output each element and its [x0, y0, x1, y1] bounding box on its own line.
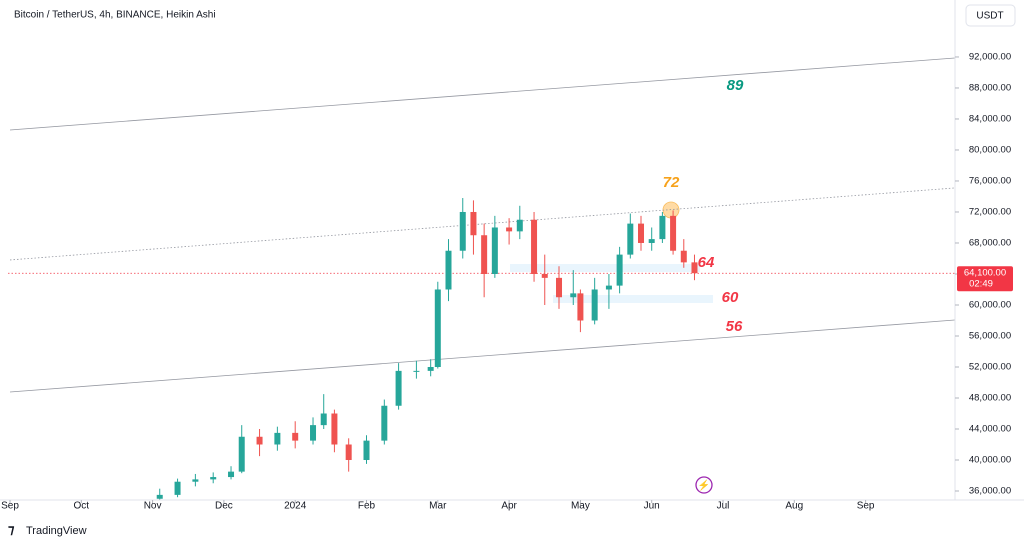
- candle-body: [238, 436, 245, 472]
- candle-body: [174, 481, 181, 495]
- countdown: 02:49: [969, 279, 993, 290]
- x-tick-label: Dec: [215, 501, 233, 512]
- candle-body: [395, 370, 402, 406]
- y-tick-label: 88,000.00: [969, 82, 1011, 93]
- candle-body: [256, 436, 263, 445]
- candle-body: [491, 227, 498, 274]
- x-tick-label: Aug: [785, 501, 803, 512]
- candle-body: [691, 262, 698, 274]
- annotation: 56: [726, 318, 743, 335]
- candle-body: [506, 227, 513, 232]
- candle-body: [638, 223, 645, 243]
- candle-body: [459, 211, 466, 251]
- trendline: [9, 187, 955, 261]
- candle-body: [320, 413, 327, 426]
- candle-body: [434, 289, 441, 367]
- candle-body: [577, 293, 584, 321]
- candle-body: [310, 425, 317, 441]
- chart-title: Bitcoin / TetherUS, 4h, BINANCE, Heikin …: [14, 10, 216, 21]
- candle-body: [605, 285, 612, 290]
- x-tick-label: Mar: [429, 501, 447, 512]
- x-tick-label: Sep: [1, 501, 19, 512]
- y-tick-label: 48,000.00: [969, 393, 1011, 404]
- candle-body: [331, 413, 338, 445]
- x-tick-label: Jul: [717, 501, 730, 512]
- candle-body: [192, 479, 199, 482]
- event-icon[interactable]: [695, 476, 713, 494]
- x-tick-label: Sep: [857, 501, 875, 512]
- y-tick-label: 80,000.00: [969, 144, 1011, 155]
- last-price-label: 64,100.00: [964, 268, 1006, 279]
- y-tick-label: 84,000.00: [969, 113, 1011, 124]
- candle-body: [648, 239, 655, 243]
- currency-button[interactable]: [965, 4, 1016, 27]
- x-tick-label: Nov: [144, 501, 162, 512]
- candle-body: [345, 444, 352, 461]
- candle-body: [228, 471, 235, 478]
- x-tick-label: 2024: [284, 501, 307, 512]
- candle-body: [274, 432, 281, 445]
- annotation: 64: [698, 254, 715, 271]
- last-price-badge: [957, 266, 1013, 292]
- y-tick-label: 92,000.00: [969, 51, 1011, 62]
- x-tick-label: Oct: [74, 501, 90, 512]
- candle-body: [531, 219, 538, 274]
- x-tick-label: Jun: [644, 501, 660, 512]
- annotation: 89: [727, 77, 744, 94]
- y-tick-label: 68,000.00: [969, 238, 1011, 249]
- candle-body: [680, 250, 687, 263]
- currency-label[interactable]: USDT: [976, 11, 1003, 22]
- candle-body: [156, 494, 163, 499]
- candle-body: [556, 277, 563, 298]
- candle-body: [570, 293, 577, 298]
- x-tick-label: Feb: [358, 501, 376, 512]
- y-tick-label: 40,000.00: [969, 455, 1011, 466]
- y-tick-label: 72,000.00: [969, 206, 1011, 217]
- logo-mark: ⁊: [8, 521, 15, 536]
- y-tick-label: 36,000.00: [969, 486, 1011, 497]
- trendline: [9, 57, 955, 131]
- trendline: [9, 319, 955, 393]
- candle-body: [381, 405, 388, 441]
- zone: [510, 264, 700, 272]
- candle-body: [470, 211, 477, 236]
- candle-body: [659, 215, 666, 240]
- marker-circle: [662, 201, 680, 219]
- y-tick-label: 44,000.00: [969, 424, 1011, 435]
- y-tick-label: 56,000.00: [969, 331, 1011, 342]
- x-tick-label: Apr: [501, 501, 517, 512]
- brand: TradingView: [26, 525, 87, 537]
- y-tick-label: 52,000.00: [969, 362, 1011, 373]
- candle-body: [481, 235, 488, 274]
- candle-body: [541, 273, 548, 278]
- candle-body: [591, 289, 598, 321]
- candle-body: [616, 254, 623, 286]
- y-tick-label: 76,000.00: [969, 175, 1011, 186]
- candle-body: [292, 432, 299, 441]
- candle-body: [363, 440, 370, 461]
- annotation: 72: [663, 174, 680, 191]
- plot-area: [8, 57, 955, 500]
- event-icon-glyph[interactable]: ⚡: [698, 479, 710, 492]
- annotation: 60: [722, 289, 739, 306]
- candle-body: [627, 223, 634, 255]
- x-tick-label: May: [571, 501, 590, 512]
- candle-body: [445, 250, 452, 290]
- y-tick-label: 60,000.00: [969, 300, 1011, 311]
- zone: [553, 295, 713, 303]
- candle-body: [413, 370, 420, 372]
- candle-body: [427, 366, 434, 371]
- candle-body: [210, 477, 217, 480]
- candle-body: [670, 215, 677, 251]
- candle-body: [516, 219, 523, 232]
